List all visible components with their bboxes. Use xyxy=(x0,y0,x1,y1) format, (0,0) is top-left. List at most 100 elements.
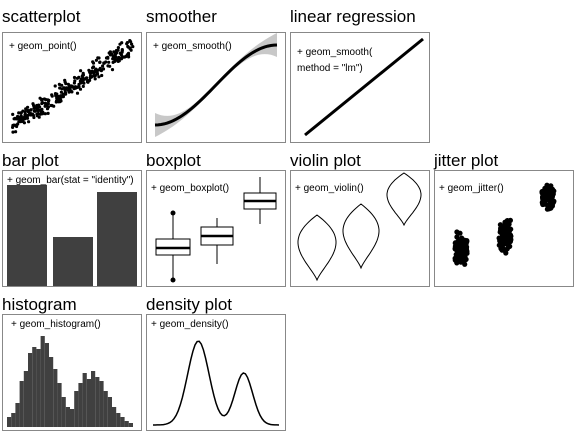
panel-title: jitter plot xyxy=(434,152,498,170)
histogram-bar xyxy=(116,413,120,427)
scatter-point xyxy=(19,116,22,119)
panel-scatterplot: scatterplot + geom_point() xyxy=(2,8,142,142)
jitter-point xyxy=(551,191,556,196)
scatter-point xyxy=(87,69,90,72)
scatter-point xyxy=(108,51,111,54)
jitter-point xyxy=(464,249,469,254)
jitter-point xyxy=(547,205,552,210)
scatter-point xyxy=(39,97,42,100)
histogram-bar xyxy=(15,403,19,427)
code-label: + geom_histogram() xyxy=(11,317,101,333)
histogram-bar xyxy=(49,357,53,427)
jitter-point xyxy=(462,258,467,263)
jitter-point xyxy=(543,202,548,207)
scatter-point xyxy=(47,112,50,115)
smooth-line xyxy=(155,45,277,125)
box-outlier xyxy=(171,211,176,216)
violin-shape xyxy=(387,173,421,225)
histogram-bar xyxy=(57,383,61,427)
jitter-point xyxy=(507,227,512,232)
scatter-point xyxy=(17,111,20,114)
histogram-bar xyxy=(99,381,103,427)
histogram-bar xyxy=(104,391,108,427)
scatter-point xyxy=(36,114,39,117)
plot-area: + geom_bar(stat = "identity") xyxy=(2,170,142,287)
plot-area: + geom_boxplot() xyxy=(146,170,286,287)
scatter-point xyxy=(76,77,79,80)
scatter-point xyxy=(96,56,99,59)
scatter-point xyxy=(45,104,48,107)
histogram-bar xyxy=(62,397,66,427)
scatter-point xyxy=(54,84,57,87)
jitter-point xyxy=(456,242,461,247)
scatter-point xyxy=(59,99,62,102)
histogram-bar xyxy=(125,421,129,427)
scatter-point xyxy=(31,102,34,105)
scatter-point xyxy=(91,70,94,73)
scatter-point xyxy=(50,93,53,96)
scatter-point xyxy=(97,75,100,78)
plot-area: + geom_density() xyxy=(146,314,286,431)
scatter-point xyxy=(58,83,61,86)
scatter-point xyxy=(126,53,129,56)
scatter-point xyxy=(79,88,82,91)
box-outlier xyxy=(171,278,176,283)
histogram-bar xyxy=(83,373,87,427)
violin-shape xyxy=(343,204,379,268)
density-curve xyxy=(153,341,279,425)
bar xyxy=(97,192,137,286)
jitter-point xyxy=(541,195,546,200)
code-label: + geom_boxplot() xyxy=(151,181,229,197)
histogram-bar xyxy=(70,409,74,427)
scatter-point xyxy=(33,106,36,109)
scatter-point xyxy=(27,120,30,123)
scatter-point xyxy=(32,116,35,119)
scatter-point xyxy=(60,96,63,99)
histogram-bar xyxy=(7,417,11,427)
panel-boxplot: boxplot + geom_boxplot() xyxy=(146,152,286,286)
scatter-point xyxy=(79,80,82,83)
panel-title: violin plot xyxy=(290,152,361,170)
code-label: + geom_jitter() xyxy=(439,181,504,197)
jitter-point xyxy=(498,242,503,247)
scatter-point xyxy=(46,107,49,110)
scatter-point xyxy=(94,77,97,80)
scatter-point xyxy=(11,124,14,127)
histogram-bar xyxy=(108,397,112,427)
histogram-bar xyxy=(32,347,36,427)
scatter-point xyxy=(41,101,44,104)
scatter-point xyxy=(27,110,30,113)
panel-title: scatterplot xyxy=(2,8,80,26)
jitter-point xyxy=(546,194,551,199)
scatter-point xyxy=(81,74,84,77)
scatter-point xyxy=(14,130,17,133)
bar xyxy=(7,185,47,286)
scatter-point xyxy=(62,86,65,89)
scatter-point xyxy=(11,113,14,116)
scatter-point xyxy=(19,119,22,122)
scatter-point xyxy=(108,65,111,68)
violin-shape xyxy=(298,215,336,280)
scatter-point xyxy=(47,100,50,103)
code-label: + geom_smooth() xyxy=(153,39,232,55)
histogram-bar xyxy=(78,383,82,427)
scatter-point xyxy=(112,61,115,64)
scatter-point xyxy=(54,92,57,95)
plot-area: + geom_point() xyxy=(2,32,142,143)
panel-bar-plot: bar plot + geom_bar(stat = "identity") xyxy=(2,152,142,286)
scatter-point xyxy=(105,56,108,59)
scatter-point xyxy=(90,75,93,78)
scatter-point xyxy=(72,86,75,89)
scatter-point xyxy=(79,69,82,72)
jitter-point xyxy=(454,260,459,265)
jitter-point xyxy=(463,241,468,246)
jitter-point xyxy=(550,198,555,203)
histogram-bar xyxy=(91,371,95,427)
scatter-point xyxy=(81,77,84,80)
panel-title: smoother xyxy=(146,8,217,26)
code-label: + geom_point() xyxy=(9,39,77,55)
scatter-point xyxy=(122,56,125,59)
scatter-point xyxy=(96,71,99,74)
scatter-point xyxy=(98,61,101,64)
scatter-point xyxy=(130,49,133,52)
